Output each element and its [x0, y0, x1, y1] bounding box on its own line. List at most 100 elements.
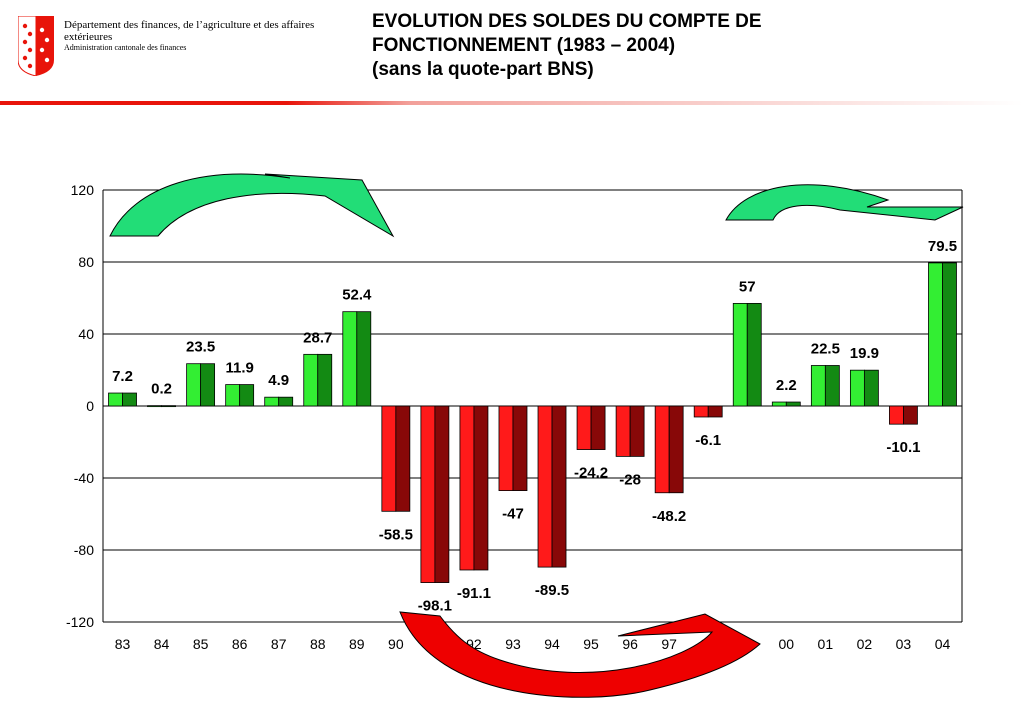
y-tick-label: 40	[78, 326, 94, 342]
x-tick-label: 84	[154, 636, 170, 652]
data-label: 0.2	[151, 381, 172, 398]
bar-side-face	[707, 405, 723, 418]
chart-bars	[108, 262, 957, 583]
bar	[889, 405, 918, 425]
bar-front-face	[342, 311, 358, 407]
data-label: 79.5	[928, 238, 957, 255]
y-tick-label: 80	[78, 254, 94, 270]
bar-front-face	[537, 405, 553, 568]
bar	[459, 405, 489, 571]
bar-side-face	[239, 384, 255, 407]
red-curved-arrow	[399, 611, 761, 698]
bar-front-face	[147, 405, 162, 408]
y-tick-label: -80	[74, 542, 94, 558]
department-subtitle: Administration cantonale des finances	[64, 43, 187, 52]
bar-front-face	[928, 262, 943, 407]
x-tick-label: 97	[661, 636, 677, 652]
bar-side-face	[551, 405, 567, 568]
chart-data-labels: 7.2 0.2 23.5 11.9 4.9 28.7 52.4 -58.5 -98.1 -91.1…	[112, 238, 957, 615]
data-label: -48.2	[652, 508, 686, 525]
y-tick-label: 0	[86, 398, 94, 414]
bar-side-face	[824, 365, 840, 407]
bar-side-face	[746, 302, 762, 407]
bar-front-face	[303, 353, 319, 407]
data-label: 11.9	[225, 360, 253, 377]
bar-side-face	[122, 392, 137, 407]
bar	[147, 405, 176, 408]
bar	[186, 363, 216, 407]
bar-side-face	[942, 262, 957, 407]
header-rule	[0, 101, 1023, 105]
x-tick-label: 02	[857, 636, 873, 652]
canton-coat-of-arms-icon	[18, 16, 54, 76]
y-tick-label: -40	[74, 470, 94, 486]
x-tick-label: 83	[115, 636, 131, 652]
green-curved-arrow-right	[725, 184, 964, 221]
data-label: -24.2	[574, 465, 608, 482]
bar-side-face	[356, 311, 372, 407]
data-label: -58.5	[379, 526, 413, 543]
x-tick-label: 95	[583, 636, 599, 652]
bar	[225, 384, 255, 407]
slide-title: EVOLUTION DES SOLDES DU COMPTE DE FONCTI…	[372, 10, 762, 82]
bar	[615, 405, 645, 457]
bar	[654, 405, 684, 494]
bar-side-face	[200, 363, 216, 407]
bar	[732, 302, 762, 407]
data-label: 19.9	[850, 345, 879, 362]
bar-side-face	[473, 405, 489, 571]
bar-front-face	[771, 401, 787, 407]
bar	[498, 405, 528, 491]
bar	[810, 365, 840, 407]
title-line3: (sans la quote-part BNS)	[372, 59, 594, 80]
x-tick-label: 03	[896, 636, 912, 652]
department-name: Département des finances, de l’agricultu…	[64, 19, 354, 53]
bar	[576, 405, 606, 450]
data-label: -47	[502, 506, 524, 523]
bar-side-face	[278, 396, 294, 407]
data-label: -10.1	[886, 439, 920, 456]
data-label: -6.1	[695, 432, 721, 449]
x-tick-label: 86	[232, 636, 248, 652]
bar	[771, 401, 801, 407]
x-tick-label: 88	[310, 636, 326, 652]
data-label: 57	[739, 278, 756, 295]
bar-side-face	[395, 405, 411, 512]
data-label: -91.1	[457, 585, 491, 602]
bar-side-face	[161, 405, 176, 408]
x-tick-label: 85	[193, 636, 209, 652]
x-tick-label: 90	[388, 636, 404, 652]
bar-front-face	[849, 369, 865, 407]
x-tick-label: 00	[779, 636, 795, 652]
data-label: 52.4	[342, 287, 372, 304]
data-label: 22.5	[811, 341, 840, 358]
data-label: 28.7	[303, 329, 332, 346]
department-line2: extérieures	[64, 31, 113, 43]
bar-front-face	[459, 405, 475, 571]
bar	[928, 262, 957, 407]
bar-front-face	[225, 384, 241, 407]
chart-arrows	[109, 173, 964, 698]
data-label: -98.1	[418, 598, 452, 615]
bar	[264, 396, 294, 407]
bar-side-face	[590, 405, 606, 450]
bar-front-face	[108, 392, 123, 407]
y-tick-label: -120	[66, 614, 94, 630]
bar-side-face	[903, 405, 918, 425]
bar	[342, 311, 372, 407]
x-tick-label: 87	[271, 636, 287, 652]
x-tick-label: 93	[505, 636, 521, 652]
bar	[303, 353, 333, 407]
x-tick-label: 96	[622, 636, 638, 652]
x-tick-label: 89	[349, 636, 365, 652]
bar-front-face	[498, 405, 514, 491]
title-line2: FONCTIONNEMENT (1983 – 2004)	[372, 35, 676, 56]
bar	[849, 369, 879, 407]
data-label: 4.9	[268, 372, 289, 389]
bar-side-face	[512, 405, 528, 491]
bar-side-face	[629, 405, 645, 457]
bar-side-face	[668, 405, 684, 494]
bar-front-face	[889, 405, 904, 425]
department-line1: Département des finances, de l’agricultu…	[64, 19, 315, 31]
